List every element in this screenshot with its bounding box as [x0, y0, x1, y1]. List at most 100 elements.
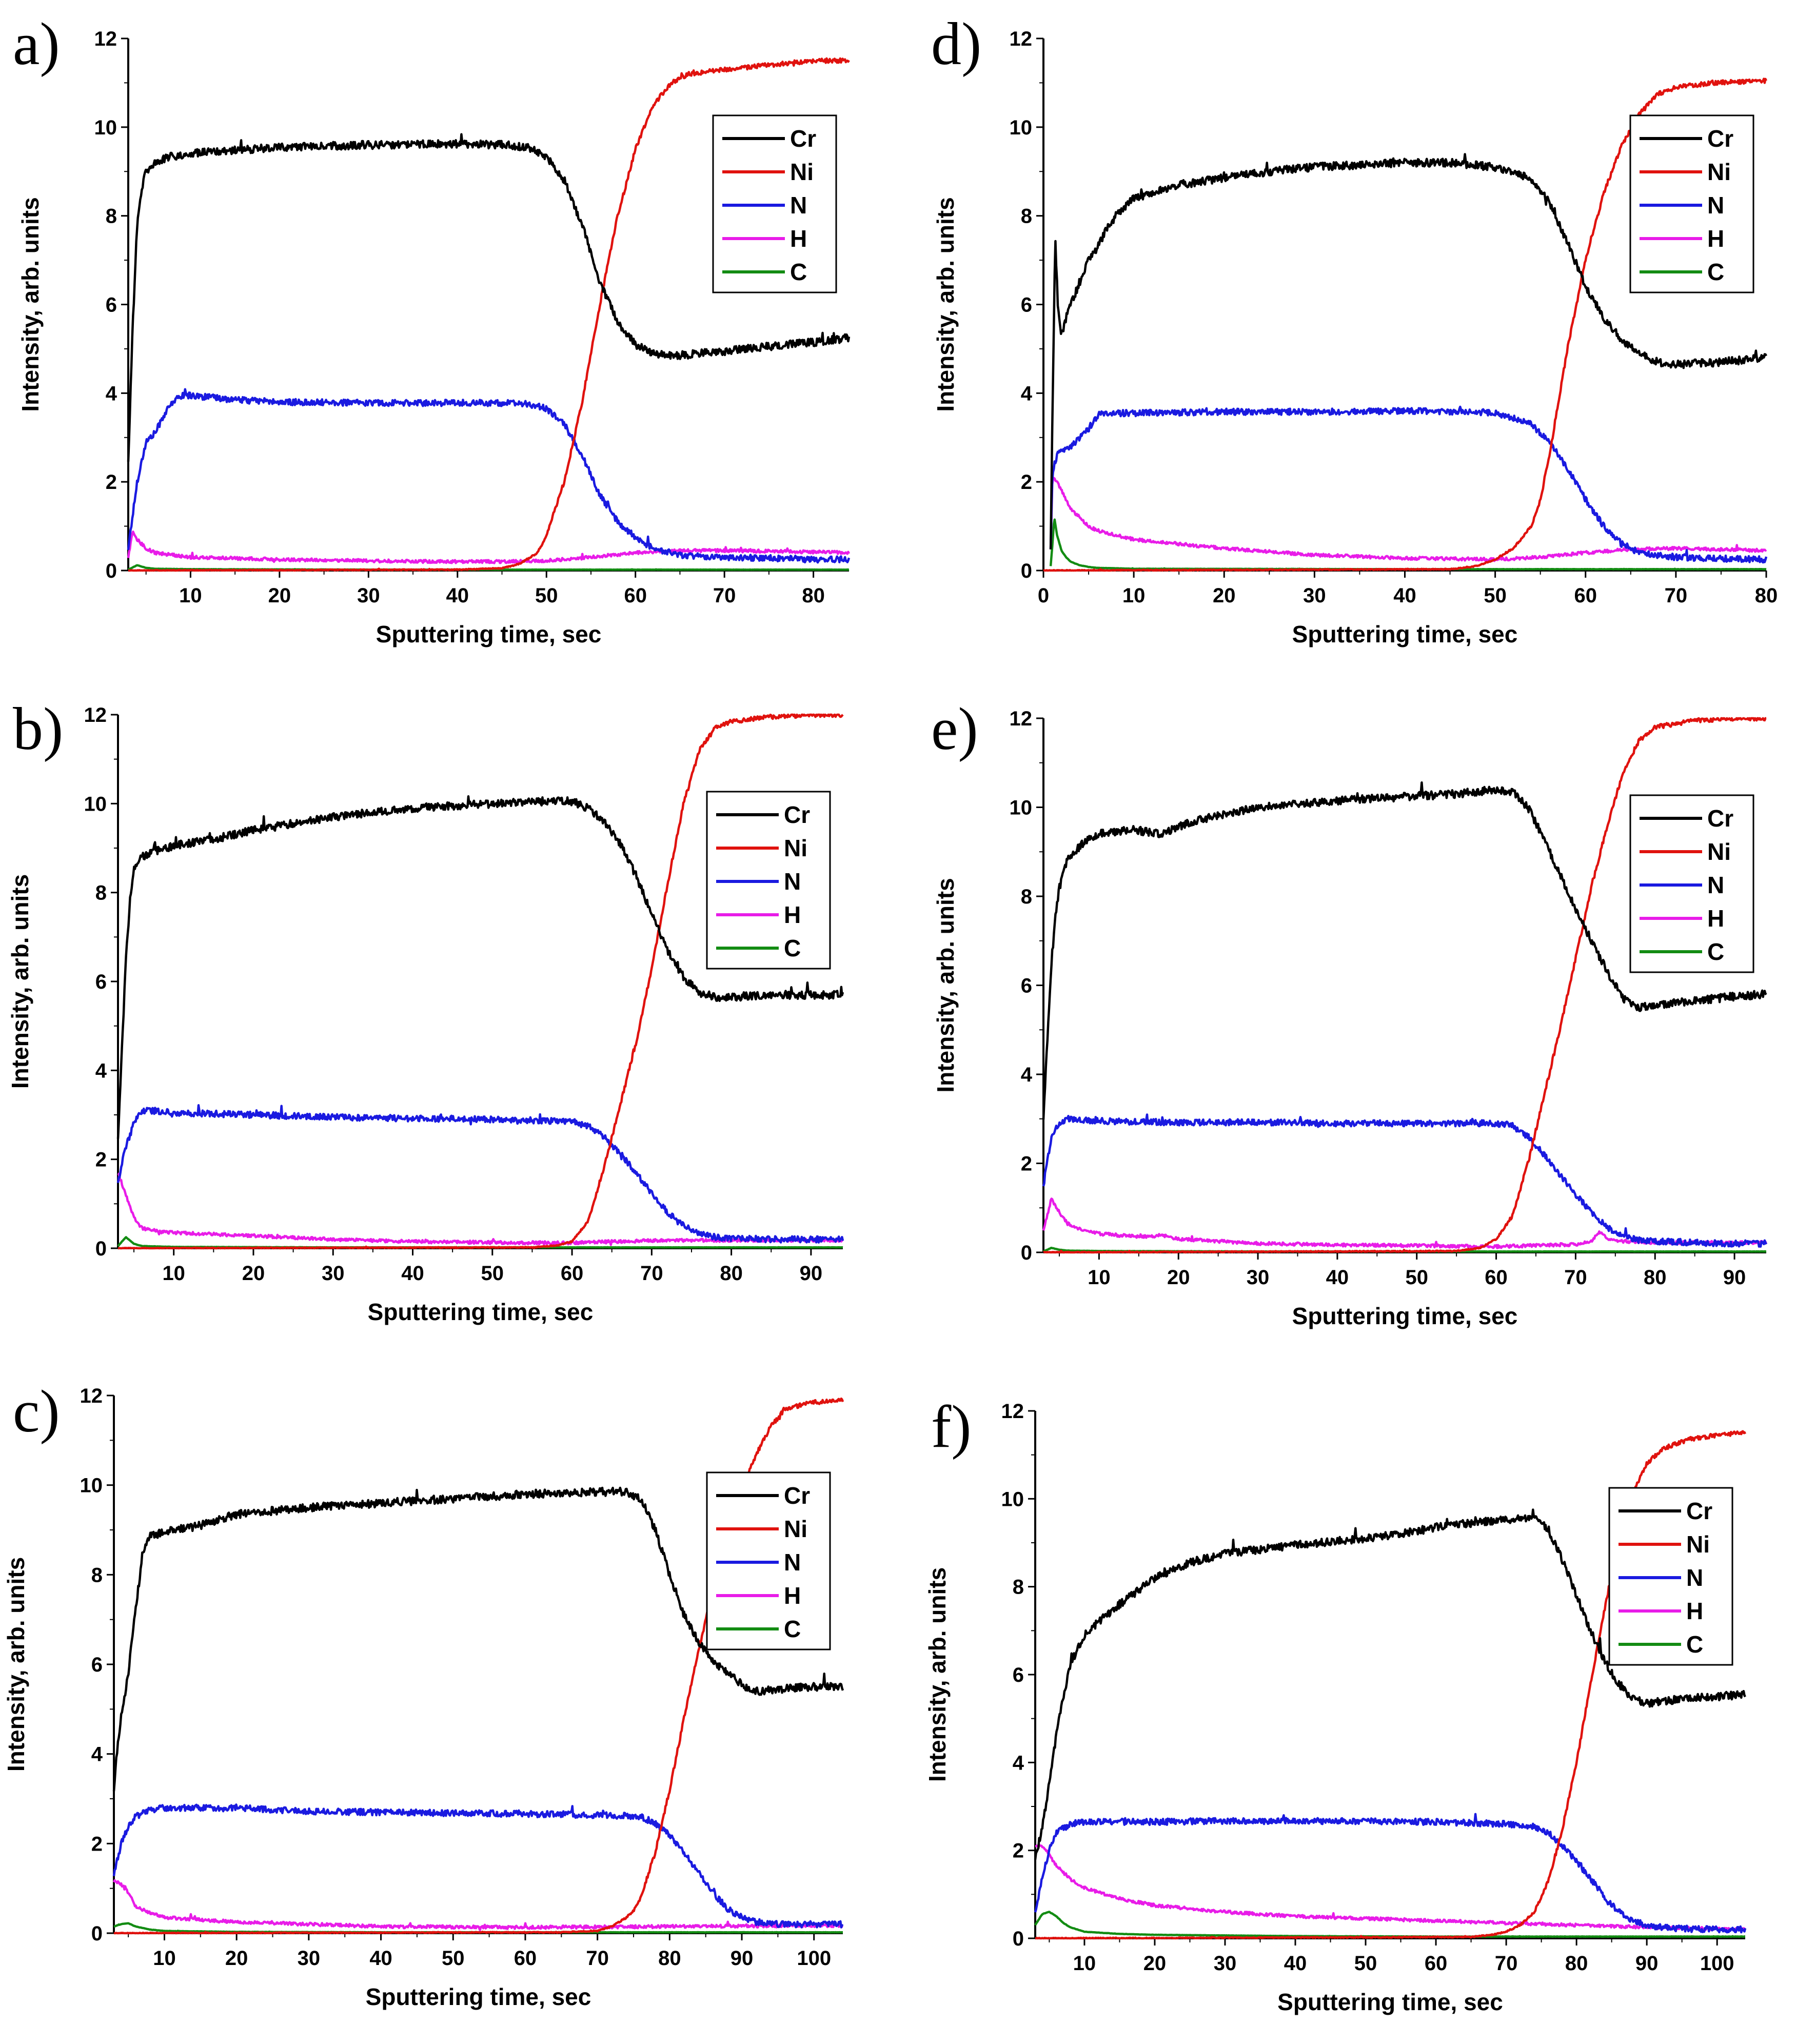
series-line-h [1042, 1197, 1768, 1249]
legend-label-h: H [1707, 225, 1724, 252]
x-axis-title: Sputtering time, sec [1277, 1989, 1503, 2015]
series-line-n [127, 388, 851, 564]
x-tick-label: 20 [225, 1947, 248, 1970]
x-tick-label: 30 [1214, 1952, 1237, 1975]
panel-letter: b) [13, 695, 63, 762]
y-tick-label: 0 [91, 1922, 103, 1945]
x-tick-label: 90 [1635, 1952, 1659, 1975]
series-line-n [1049, 405, 1768, 564]
y-tick-label: 0 [95, 1237, 107, 1260]
y-axis-title: Intensity, arb. units [924, 1567, 951, 1782]
x-tick-label: 60 [1425, 1952, 1448, 1975]
legend-label-cr: Cr [1686, 1498, 1712, 1524]
legend-label-h: H [784, 901, 801, 928]
legend-label-c: C [1707, 938, 1724, 965]
x-tick-label: 20 [1143, 1952, 1167, 1975]
y-tick-label: 6 [106, 294, 117, 317]
x-axis-title: Sputtering time, sec [366, 1983, 591, 2010]
legend-label-c: C [784, 935, 801, 961]
panel-letter: c) [13, 1378, 60, 1445]
x-tick-label: 90 [731, 1947, 754, 1970]
x-tick-label: 40 [1284, 1952, 1307, 1975]
x-tick-label: 40 [1326, 1266, 1349, 1289]
y-tick-label: 10 [1010, 797, 1033, 819]
panel-letter: f) [931, 1393, 972, 1460]
legend-label-cr: Cr [790, 125, 816, 152]
series-line-h [117, 1172, 843, 1246]
series-line-n [1042, 1113, 1768, 1248]
series-line-h [127, 530, 851, 564]
x-tick-label: 30 [322, 1262, 345, 1285]
x-tick-label: 80 [802, 584, 825, 607]
legend-label-n: N [1686, 1564, 1703, 1591]
legend-label-ni: Ni [1686, 1531, 1710, 1558]
x-axis-title: Sputtering time, sec [376, 621, 602, 647]
y-tick-label: 12 [1010, 28, 1033, 50]
y-tick-label: 2 [1013, 1840, 1024, 1862]
y-tick-label: 10 [94, 116, 117, 139]
x-tick-label: 10 [162, 1262, 185, 1285]
legend-label-ni: Ni [1707, 838, 1731, 865]
y-tick-label: 12 [1001, 1400, 1024, 1423]
panel-c: c) 0 2 4 6 8 10 12 10 20 30 40 50 60 70 80 90 100 Sputteri… [3, 1378, 844, 2010]
x-tick-label: 20 [268, 584, 291, 607]
y-tick-label: 2 [1021, 471, 1032, 494]
y-tick-label: 4 [95, 1059, 107, 1082]
x-tick-label: 60 [1485, 1266, 1508, 1289]
x-axis-title: Sputtering time, sec [1292, 621, 1518, 647]
x-tick-label: 30 [1303, 584, 1326, 607]
y-tick-label: 8 [1013, 1576, 1024, 1599]
x-tick-label: 70 [1495, 1952, 1518, 1975]
x-tick-label: 40 [446, 584, 469, 607]
legend-label-c: C [790, 259, 807, 285]
x-tick-label: 10 [1073, 1952, 1096, 1975]
x-tick-label: 50 [1354, 1952, 1377, 1975]
x-tick-label: 70 [586, 1947, 609, 1970]
legend-label-cr: Cr [1707, 125, 1733, 152]
series-line-h [112, 1879, 844, 1932]
legend-label-n: N [784, 1549, 801, 1576]
series-line-ni [1043, 717, 1767, 1254]
x-tick-label: 100 [1700, 1952, 1734, 1975]
legend-label-cr: Cr [784, 801, 810, 828]
panel-d: d) 0 2 4 6 8 10 12 0 10 20 30 40 50 60 70 80 Sputtering t… [931, 10, 1778, 647]
x-tick-label: 40 [369, 1947, 392, 1970]
y-tick-label: 6 [91, 1654, 103, 1676]
x-tick-label: 30 [1247, 1266, 1270, 1289]
legend-label-ni: Ni [1707, 159, 1731, 185]
y-tick-label: 6 [95, 971, 107, 993]
y-tick-label: 0 [1013, 1928, 1024, 1950]
x-tick-label: 60 [624, 584, 647, 607]
y-axis-title: Intensity, arb. units [932, 878, 959, 1092]
panel-a: a) 0 2 4 6 8 10 12 10 20 30 40 50 60 70 80 Sputtering ti… [13, 10, 851, 647]
x-tick-label: 80 [1644, 1266, 1667, 1289]
x-tick-label: 20 [242, 1262, 265, 1285]
x-tick-label: 40 [401, 1262, 424, 1285]
legend-label-c: C [784, 1616, 801, 1642]
x-tick-label: 30 [298, 1947, 321, 1970]
series-line-cr [1049, 153, 1767, 549]
y-tick-label: 0 [1021, 560, 1032, 582]
legend-label-ni: Ni [784, 1516, 807, 1542]
y-tick-label: 4 [1021, 1064, 1033, 1086]
y-tick-label: 10 [84, 793, 107, 815]
panel-b: b) 0 2 4 6 8 10 12 10 20 30 40 50 60 70 80 90 Sputtering … [7, 695, 844, 1325]
x-tick-label: 60 [1574, 584, 1597, 607]
y-axis-title: Intensity, arb. units [3, 1557, 29, 1772]
x-tick-label: 80 [658, 1947, 681, 1970]
y-tick-label: 10 [1001, 1488, 1024, 1510]
y-axis-title: Intensity, arb. units [932, 197, 959, 411]
x-tick-label: 80 [1755, 584, 1778, 607]
x-tick-label: 60 [514, 1947, 537, 1970]
series-line-cr [127, 133, 851, 462]
x-tick-label: 80 [720, 1262, 743, 1285]
x-tick-label: 60 [561, 1262, 584, 1285]
series-line-cr [1034, 1508, 1746, 1860]
panel-letter: d) [931, 10, 981, 77]
y-tick-label: 4 [91, 1743, 103, 1766]
x-tick-label: 70 [713, 584, 736, 607]
y-tick-label: 6 [1013, 1664, 1024, 1686]
x-tick-label: 70 [1665, 584, 1688, 607]
y-tick-label: 2 [91, 1833, 103, 1855]
